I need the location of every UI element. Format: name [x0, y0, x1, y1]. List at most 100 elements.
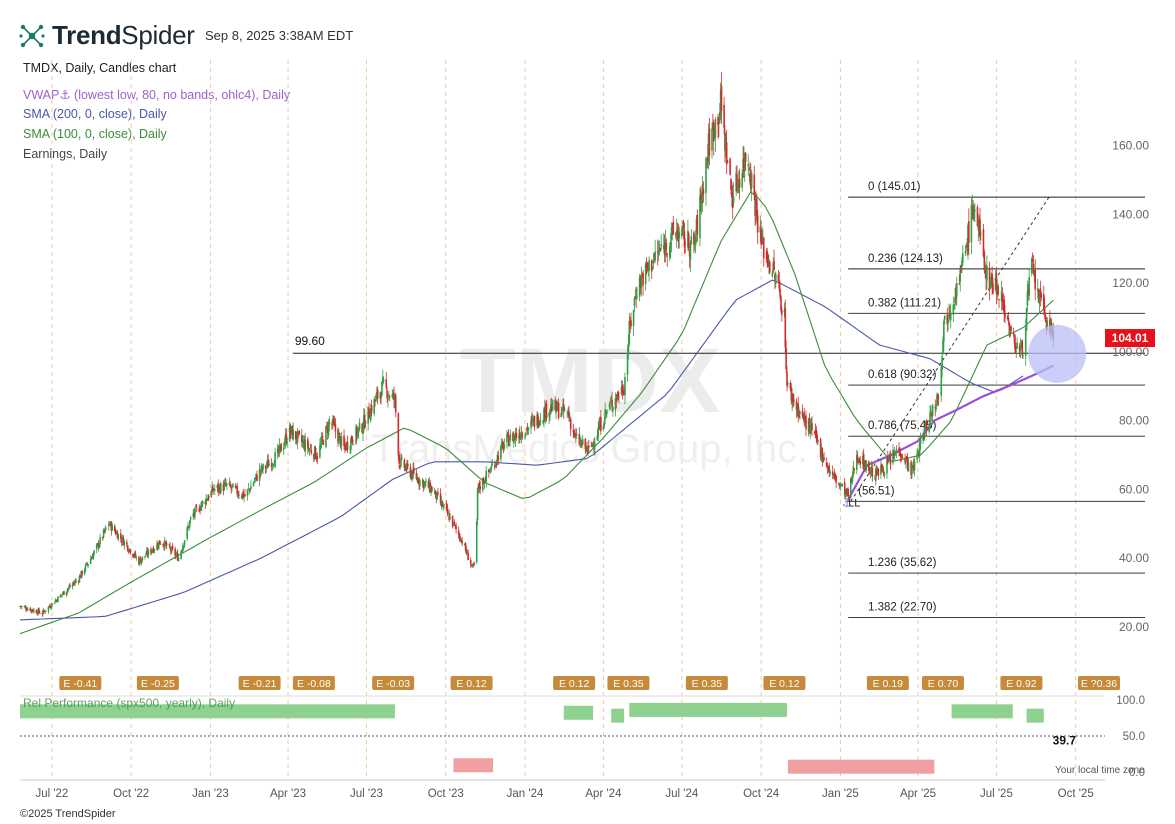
- candle-up: [527, 427, 530, 431]
- candle-up: [176, 553, 178, 555]
- candle-down: [270, 463, 273, 468]
- candle-up: [506, 434, 508, 443]
- candle-down: [905, 456, 908, 460]
- candle-down: [868, 461, 870, 472]
- candle-up: [1016, 342, 1018, 349]
- candle-down: [26, 609, 28, 611]
- candle-up: [520, 432, 523, 438]
- candle-down: [459, 538, 462, 542]
- candle-down: [315, 456, 318, 459]
- candle-down: [600, 417, 602, 432]
- candle-down: [79, 576, 82, 578]
- candle-down: [206, 499, 208, 501]
- candle-down: [845, 488, 848, 495]
- candle-up: [971, 207, 974, 209]
- candle-down: [598, 424, 600, 429]
- candle-down: [726, 160, 729, 163]
- candle-up: [93, 550, 95, 554]
- candle-up: [911, 466, 913, 475]
- candle-up: [189, 517, 192, 520]
- candle-down: [650, 260, 653, 272]
- candle-down: [537, 414, 539, 427]
- candle-down: [843, 482, 846, 496]
- candle-down: [773, 260, 775, 270]
- fib-level-label: 0.618 (90.32): [868, 369, 937, 381]
- candle-down: [960, 266, 962, 271]
- legend-vwap[interactable]: VWAP⚓ (lowest low, 80, no bands, ohlc4),…: [23, 88, 291, 102]
- candle-up: [942, 339, 944, 353]
- candle-up: [447, 512, 450, 514]
- x-tick-label: Apr '23: [270, 788, 306, 800]
- candle-down: [904, 457, 906, 463]
- candle-down: [725, 142, 728, 165]
- candle-up: [737, 179, 740, 181]
- candle-up: [388, 394, 390, 396]
- candle-up: [930, 411, 932, 413]
- copyright: ©2025 TrendSpider: [20, 808, 116, 820]
- candle-down: [229, 483, 232, 487]
- candle-down: [494, 464, 496, 468]
- candle-down: [204, 501, 207, 505]
- candle-down: [803, 413, 806, 423]
- candle-up: [223, 483, 226, 490]
- candle-down: [930, 413, 933, 416]
- candle-up: [210, 490, 213, 498]
- candle-down: [338, 432, 341, 436]
- candle-up: [404, 466, 407, 470]
- legend-sma100[interactable]: SMA (100, 0, close), Daily: [23, 127, 167, 141]
- candle-down: [572, 430, 575, 432]
- candle-down: [199, 510, 201, 511]
- candle-up: [1000, 291, 1003, 302]
- candle-down: [550, 405, 553, 412]
- candle-up: [57, 596, 59, 603]
- candle-up: [647, 268, 650, 271]
- legend-earnings[interactable]: Earnings, Daily: [23, 147, 108, 161]
- candle-up: [706, 158, 708, 162]
- earnings-label: E ?0.36: [1081, 678, 1117, 690]
- candle-down: [874, 478, 876, 480]
- candle-down: [176, 552, 179, 561]
- candle-down: [756, 214, 759, 233]
- candle-down: [25, 607, 27, 610]
- candle-up: [254, 477, 257, 479]
- candle-up: [1022, 352, 1024, 354]
- candle-up: [768, 263, 770, 265]
- candle-up: [791, 395, 793, 404]
- candle-down: [875, 468, 878, 475]
- candle-up: [392, 392, 394, 397]
- candle-up: [481, 478, 484, 491]
- candle-up: [636, 296, 638, 297]
- candle-down: [847, 488, 849, 496]
- candle-up: [226, 483, 228, 486]
- candle-down: [242, 491, 245, 498]
- x-tick-label: Oct '25: [1058, 788, 1094, 800]
- candle-up: [608, 404, 611, 408]
- candle-up: [183, 540, 186, 546]
- candle-down: [630, 320, 632, 327]
- candle-up: [301, 441, 304, 444]
- candle-up: [632, 310, 635, 326]
- candle-up: [970, 204, 973, 243]
- candle-up: [681, 226, 684, 230]
- candle-up: [66, 589, 69, 593]
- candle-down: [593, 445, 595, 447]
- candle-up: [1024, 327, 1027, 357]
- candle-up: [406, 462, 408, 469]
- candle-down: [339, 436, 342, 447]
- candle-up: [669, 242, 672, 247]
- candle-down: [819, 438, 822, 457]
- candle-up: [433, 491, 436, 493]
- earnings-label: E -0.03: [376, 678, 410, 690]
- candle-up: [262, 463, 264, 470]
- candle-up: [695, 218, 698, 233]
- candle-down: [116, 532, 119, 539]
- candle-up: [509, 434, 512, 441]
- candle-up: [551, 400, 554, 410]
- candle-down: [946, 314, 949, 325]
- candle-up: [258, 469, 261, 481]
- candle-down: [321, 435, 324, 439]
- candle-up: [886, 458, 888, 474]
- candle-up: [989, 280, 992, 289]
- candle-down: [1002, 300, 1005, 302]
